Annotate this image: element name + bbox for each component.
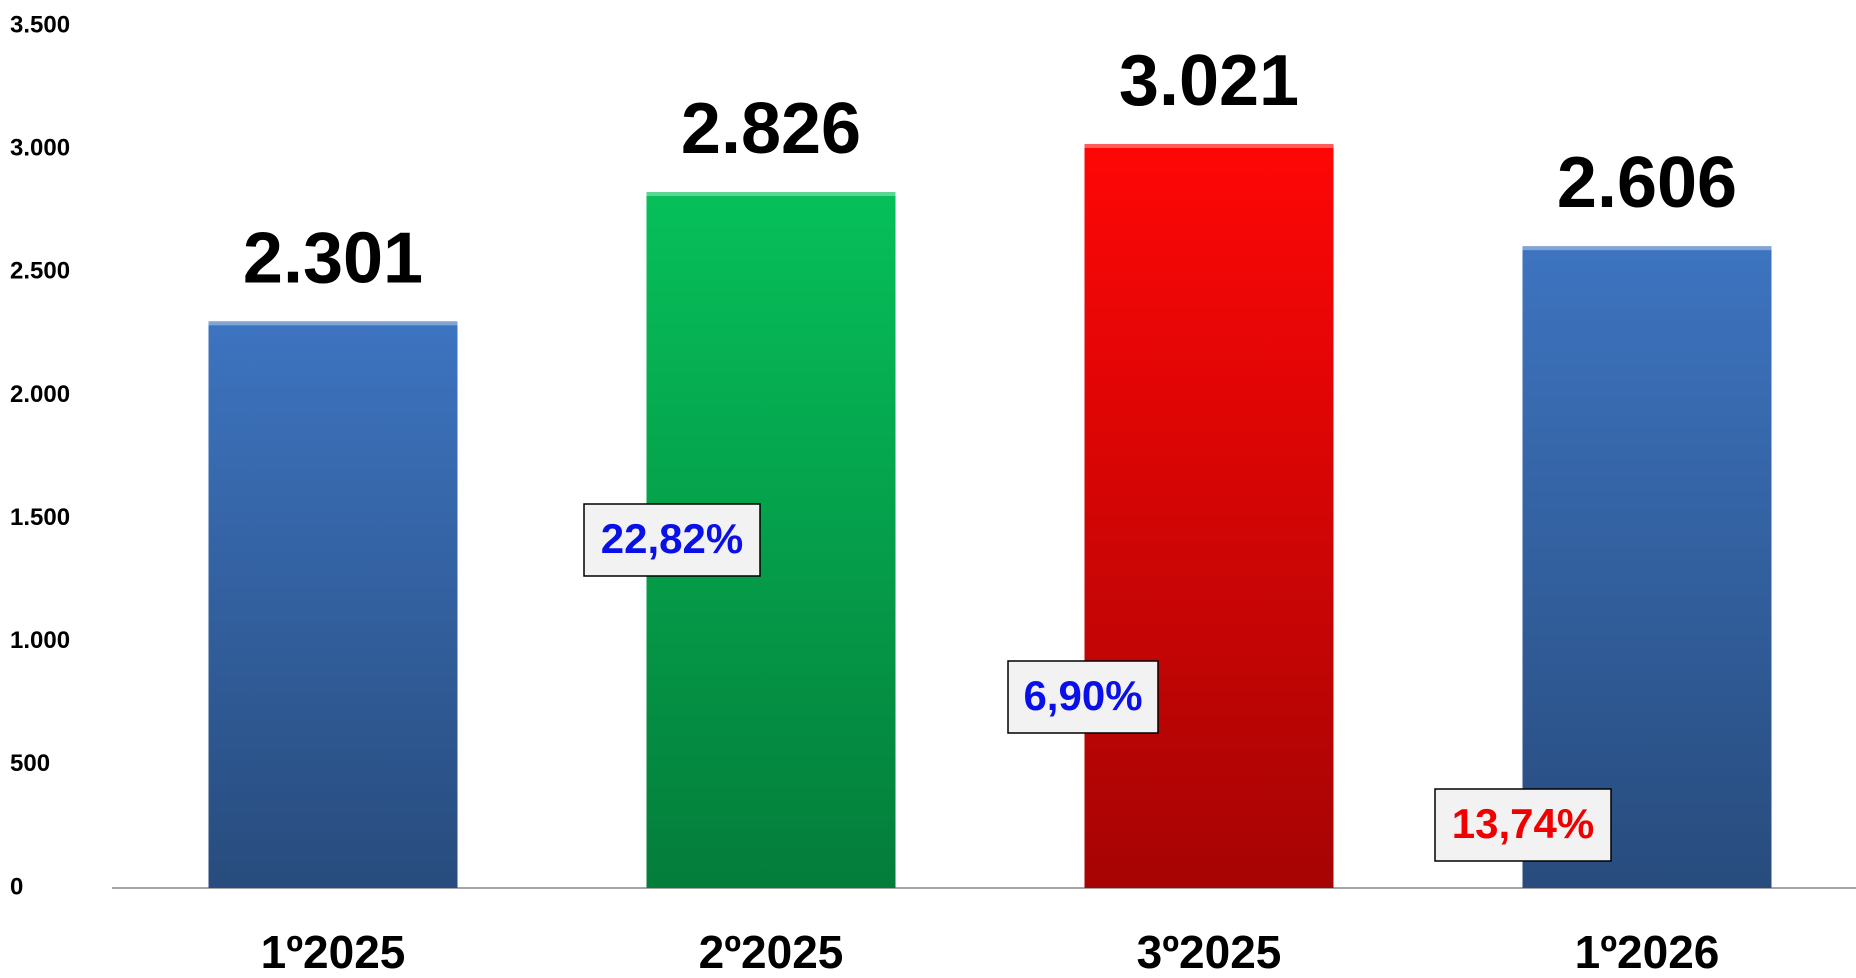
annotation: 13,74% (1452, 800, 1594, 847)
annotation-box (1434, 788, 1612, 862)
x-tick-label: 2º2025 (699, 926, 844, 978)
annotation-box (583, 503, 761, 577)
x-tick-label: 3º2025 (1137, 926, 1282, 978)
annotation: 6,90% (1023, 672, 1142, 719)
x-tick-label: 1º2026 (1575, 926, 1720, 978)
bar-top (208, 321, 458, 326)
annotation-box (1007, 660, 1159, 734)
y-tick-label: 3.500 (10, 11, 70, 38)
y-tick-label: 1.500 (10, 504, 70, 531)
value-label: 2.606 (1557, 143, 1737, 223)
y-tick-label: 1.000 (10, 627, 70, 654)
y-tick-label: 2.000 (10, 381, 70, 408)
value-label: 3.021 (1119, 41, 1299, 121)
bar-top (646, 191, 896, 196)
annotation: 22,82% (601, 515, 743, 562)
value-label: 2.301 (243, 218, 423, 298)
x-tick-label: 1º2025 (261, 926, 406, 978)
y-tick-label: 0 (10, 873, 23, 900)
y-tick-label: 500 (10, 750, 50, 777)
bar-shade (1522, 246, 1772, 888)
bar-top (1522, 246, 1772, 251)
bar-shade (208, 321, 458, 888)
bar-top (1084, 143, 1334, 148)
bar-shade (1084, 143, 1334, 889)
value-label: 2.826 (681, 89, 861, 169)
y-tick-label: 3.000 (10, 134, 70, 161)
y-tick-label: 2.500 (10, 258, 70, 285)
